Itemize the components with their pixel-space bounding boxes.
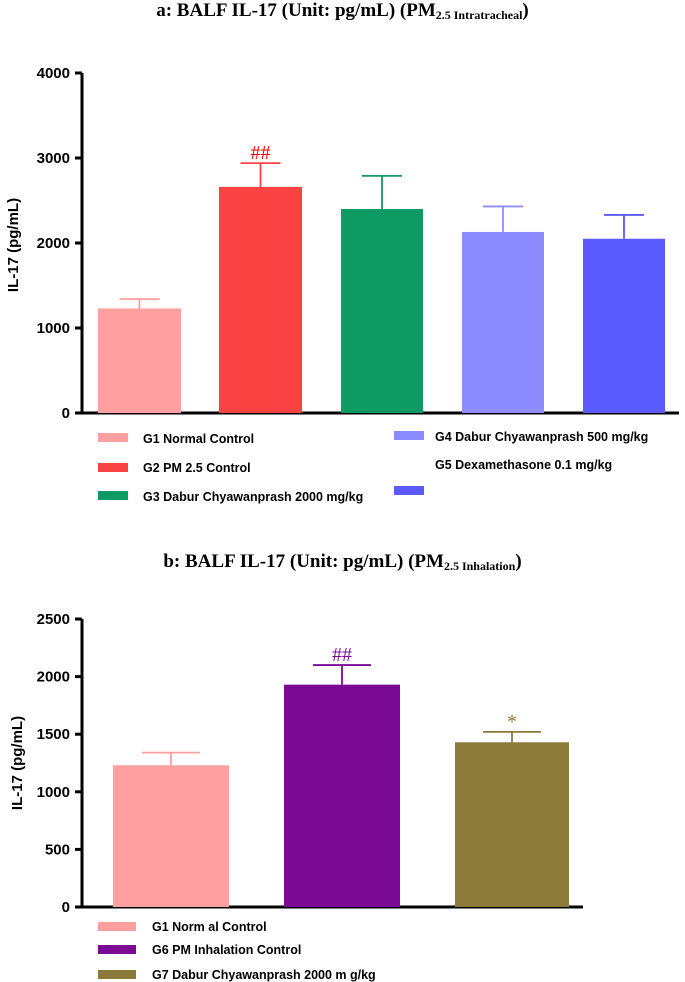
chart-b-bar xyxy=(113,765,229,907)
chart-b-title: b: BALF IL-17 (Unit: pg/mL) (PM2.5 Inhal… xyxy=(163,551,522,573)
chart-b-bar xyxy=(284,684,400,907)
chart-a-legend-label: G2 PM 2.5 Control xyxy=(143,461,251,475)
chart-b-legend-swatch xyxy=(98,970,136,979)
chart-a-significance-label: ## xyxy=(251,142,271,164)
chart-b-y-tick-label: 2000 xyxy=(37,669,70,686)
chart-b-significance-label: ## xyxy=(332,644,352,666)
chart-b-legend-label: G7 Dabur Chyawanprash 2000 m g/kg xyxy=(152,968,376,982)
chart-a-bar xyxy=(98,308,181,413)
chart-a-bar xyxy=(219,186,302,413)
chart-b-y-tick-label: 2500 xyxy=(37,611,70,628)
chart-a-y-tick-label: 3000 xyxy=(37,150,70,167)
chart-b-y-axis-title: IL-17 (pg/mL) xyxy=(9,716,26,810)
chart-b-y-tick-label: 1000 xyxy=(37,784,70,801)
chart-a-legend-swatch xyxy=(98,433,128,442)
chart-a-legend-label: G3 Dabur Chyawanprash 2000 mg/kg xyxy=(143,490,363,504)
chart-a-legend-swatch xyxy=(394,431,424,440)
chart-a-bar xyxy=(583,238,665,413)
chart-b-y-tick-label: 500 xyxy=(45,841,70,858)
chart-a-legend-swatch xyxy=(98,463,128,472)
chart-b-significance-label: * xyxy=(507,711,517,733)
chart-b-legend-label: G1 Norm al Control xyxy=(152,920,267,934)
chart-a-y-tick-label: 1000 xyxy=(37,320,70,337)
chart-b-legend-swatch xyxy=(98,922,136,931)
chart-a-bar xyxy=(341,209,423,413)
chart-a-legend-swatch xyxy=(98,491,128,500)
chart-a-title: a: BALF IL-17 (Unit: pg/mL) (PM2.5 Intra… xyxy=(156,0,529,22)
chart-b-bar xyxy=(455,742,569,907)
chart-b-legend-swatch xyxy=(98,945,136,954)
chart-b-y-tick-label: 1500 xyxy=(37,726,70,743)
chart-b-legend-label: G6 PM Inhalation Control xyxy=(152,943,301,957)
chart-a-y-tick-label: 0 xyxy=(62,405,70,422)
chart-a-legend-swatch xyxy=(394,486,424,495)
chart-a-legend-label: G5 Dexamethasone 0.1 mg/kg xyxy=(435,458,612,472)
chart-a-bar xyxy=(462,231,544,413)
chart-a-legend-label: G4 Dabur Chyawanprash 500 mg/kg xyxy=(435,430,648,444)
chart-a-y-axis-title: IL-17 (pg/mL) xyxy=(5,198,22,292)
chart-a-y-tick-label: 2000 xyxy=(37,235,70,252)
chart-a-y-tick-label: 4000 xyxy=(37,65,70,82)
chart-b-y-tick-label: 0 xyxy=(62,899,70,916)
chart-a-legend-label: G1 Normal Control xyxy=(143,432,254,446)
